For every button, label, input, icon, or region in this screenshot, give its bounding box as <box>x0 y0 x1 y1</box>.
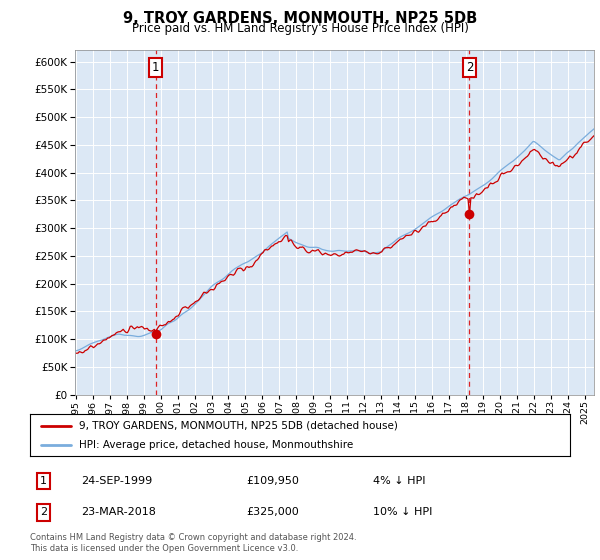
Text: 1: 1 <box>152 60 160 73</box>
Text: 24-SEP-1999: 24-SEP-1999 <box>82 476 152 486</box>
Text: 1: 1 <box>40 476 47 486</box>
Text: 2: 2 <box>40 507 47 517</box>
Text: 9, TROY GARDENS, MONMOUTH, NP25 5DB (detached house): 9, TROY GARDENS, MONMOUTH, NP25 5DB (det… <box>79 421 397 431</box>
Text: 10% ↓ HPI: 10% ↓ HPI <box>373 507 432 517</box>
Text: 2: 2 <box>466 60 473 73</box>
Text: Contains HM Land Registry data © Crown copyright and database right 2024.
This d: Contains HM Land Registry data © Crown c… <box>30 533 356 553</box>
Text: 23-MAR-2018: 23-MAR-2018 <box>82 507 156 517</box>
Text: 4% ↓ HPI: 4% ↓ HPI <box>373 476 425 486</box>
Text: HPI: Average price, detached house, Monmouthshire: HPI: Average price, detached house, Monm… <box>79 440 353 450</box>
Text: 9, TROY GARDENS, MONMOUTH, NP25 5DB: 9, TROY GARDENS, MONMOUTH, NP25 5DB <box>123 11 477 26</box>
Text: £109,950: £109,950 <box>246 476 299 486</box>
Text: Price paid vs. HM Land Registry's House Price Index (HPI): Price paid vs. HM Land Registry's House … <box>131 22 469 35</box>
Text: £325,000: £325,000 <box>246 507 299 517</box>
